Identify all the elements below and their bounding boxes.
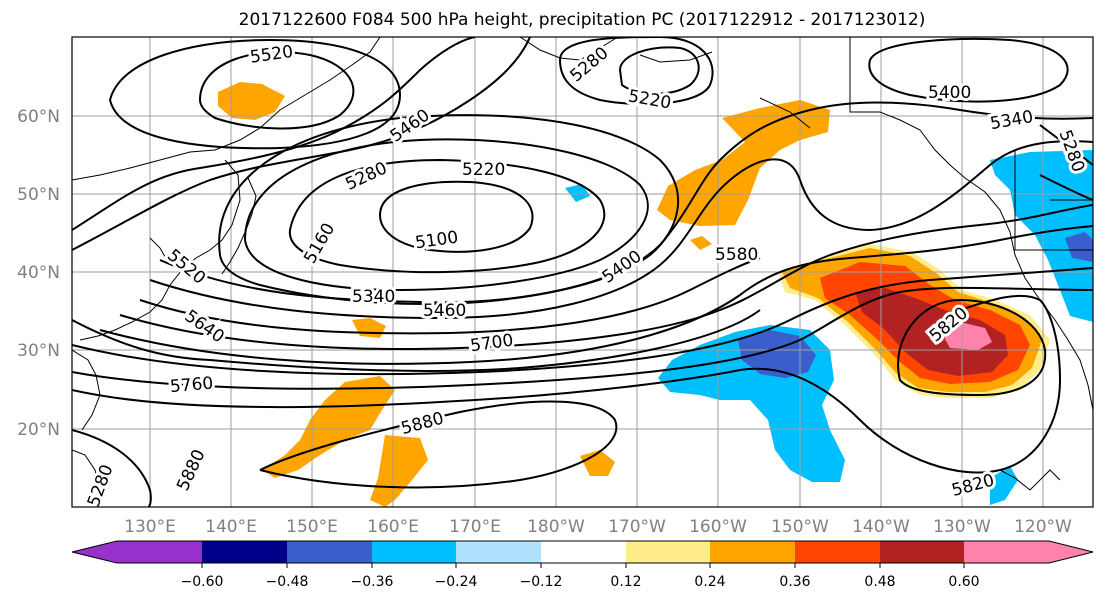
lat-label: 50°N xyxy=(17,185,60,205)
precip-shade-sky xyxy=(990,150,1093,322)
lon-label: 170°E xyxy=(449,517,501,537)
colorbar-segment xyxy=(372,541,456,563)
colorbar-tick-label: −0.12 xyxy=(520,574,563,590)
lon-label: 150°W xyxy=(771,517,829,537)
contour-label: 5460 xyxy=(423,301,466,321)
lon-label: 160°E xyxy=(367,517,419,537)
colorbar-segment xyxy=(541,541,626,563)
colorbar-segment xyxy=(795,541,880,563)
precip-shade-dark-red xyxy=(855,288,1008,376)
lon-label: 130°W xyxy=(933,517,991,537)
colorbar-tick-label: −0.60 xyxy=(181,574,224,590)
colorbar-segment xyxy=(626,541,710,563)
precip-shade-royal xyxy=(1065,232,1093,262)
precip-shade-orange xyxy=(262,376,395,478)
contour-label: 5760 xyxy=(169,373,214,397)
contour-label: 5580 xyxy=(715,245,758,265)
lon-label: 130°E xyxy=(124,517,176,537)
lon-label: 160°W xyxy=(689,517,747,537)
colorbar-tick-label: −0.48 xyxy=(266,574,309,590)
map-frame xyxy=(71,36,1094,508)
lon-label: 140°W xyxy=(852,517,910,537)
precip-shade-orange xyxy=(580,450,615,476)
colorbar-segment xyxy=(710,541,795,563)
precip-shade-orange xyxy=(690,236,712,250)
lat-label: 20°N xyxy=(17,420,60,440)
colorbar-tick-label: −0.36 xyxy=(351,574,394,590)
lon-label: 140°E xyxy=(205,517,257,537)
lon-label: 180°W xyxy=(527,517,585,537)
gridlines xyxy=(72,37,1093,507)
colorbar-segment xyxy=(287,541,372,563)
lon-label: 150°E xyxy=(286,517,338,537)
lon-label: 120°W xyxy=(1014,517,1072,537)
precip-shade-orange xyxy=(370,435,428,507)
precip-shade-sky xyxy=(565,184,590,202)
colorbar: −0.60 −0.48 −0.36 −0.24 −0.12 0.12 0.24 … xyxy=(71,540,1094,590)
colorbar-tick-label: 0.60 xyxy=(948,574,979,590)
lat-labels: 60°N 50°N 40°N 30°N 20°N xyxy=(17,107,60,440)
contour-label: 5340 xyxy=(352,287,395,307)
precip-shade-pink xyxy=(940,322,992,350)
lon-labels: 130°E 140°E 150°E 160°E 170°E 180°W 170°… xyxy=(124,517,1072,537)
figure-title: 2017122600 F084 500 hPa height, precipit… xyxy=(239,10,926,30)
lat-label: 30°N xyxy=(17,341,60,361)
colorbar-segment xyxy=(456,541,541,563)
contour-label: 5400 xyxy=(928,83,971,103)
colorbar-segment xyxy=(1049,541,1093,563)
precip-shade-orange xyxy=(218,82,285,120)
map-panel: 5520 5460 5280 5220 5280 5160 5100 5400 … xyxy=(71,36,1094,508)
colorbar-segment xyxy=(964,541,1049,563)
lat-label: 60°N xyxy=(17,107,60,127)
colorbar-segment xyxy=(72,541,117,563)
height-contours xyxy=(72,37,1093,507)
lon-label: 170°W xyxy=(608,517,666,537)
colorbar-tick-label: 0.12 xyxy=(610,574,641,590)
colorbar-tick-label: 0.36 xyxy=(779,574,810,590)
colorbar-tick-label: 0.48 xyxy=(864,574,895,590)
colorbar-outline xyxy=(71,540,1094,564)
colorbar-tick-label: 0.24 xyxy=(694,574,725,590)
colorbar-tick-label: −0.24 xyxy=(435,574,478,590)
colorbar-segment xyxy=(880,541,964,563)
colorbar-segment xyxy=(202,541,287,563)
lat-label: 40°N xyxy=(17,263,60,283)
colorbar-segment xyxy=(117,541,202,563)
contour-label: 5220 xyxy=(462,160,505,180)
